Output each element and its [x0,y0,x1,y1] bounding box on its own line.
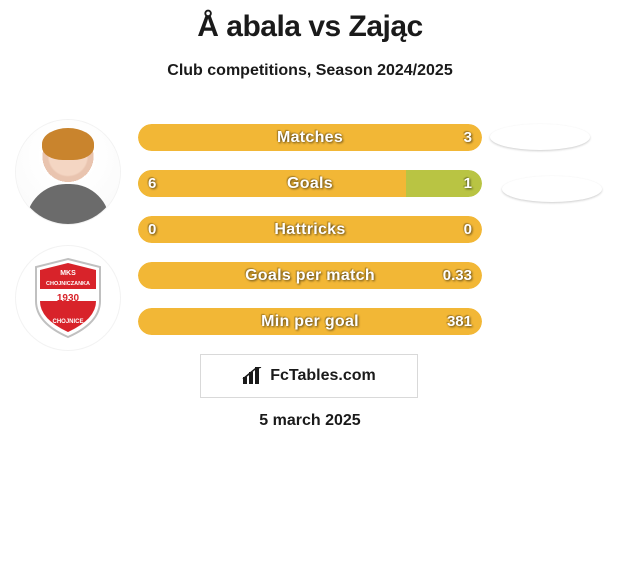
club-crest-avatar: MKS CHOJNICZANKA 1930 CHOJNICE [16,246,120,350]
player-avatar [16,120,120,224]
stat-label: Matches [138,124,482,151]
avatar-column: MKS CHOJNICZANKA 1930 CHOJNICE [8,120,128,372]
brand-text: FcTables.com [270,367,376,385]
stat-value-right: 1 [454,170,482,197]
stat-value-left: 6 [138,170,166,197]
stat-value-left: 0 [138,216,166,243]
stat-row: Min per goal381 [138,308,482,335]
page-title: Å abala vs Zając [0,0,620,44]
stat-row: Goals per match0.33 [138,262,482,289]
stat-value-right: 0.33 [433,262,482,289]
crest-text-bottom: CHOJNICE [52,319,83,325]
decorative-ellipse [502,176,602,202]
decorative-ellipse [490,124,590,150]
crest-text-year: 1930 [57,293,80,304]
stat-row: Hattricks0 0 [138,216,482,243]
comparison-infographic: Å abala vs Zając Club competitions, Seas… [0,0,620,580]
stat-value-right: 0 [454,216,482,243]
page-subtitle: Club competitions, Season 2024/2025 [0,62,620,80]
stat-label: Hattricks [138,216,482,243]
stat-row: Goals6 1 [138,170,482,197]
stat-label: Goals [138,170,482,197]
stat-value-right: 381 [437,308,482,335]
brand-box[interactable]: FcTables.com [200,354,418,398]
crest-text-mid: CHOJNICZANKA [46,281,90,287]
bar-chart-icon [242,367,264,385]
stat-row: Matches3 [138,124,482,151]
footer-date: 5 march 2025 [0,412,620,430]
stat-value-right: 3 [454,124,482,151]
crest-text-top: MKS [60,270,76,277]
stats-bars: Matches3 Goals6 1 Hattricks0 0 Goals per matc… [138,124,482,354]
club-crest: MKS CHOJNICZANKA 1930 CHOJNICE [32,257,104,339]
stat-label: Min per goal [138,308,482,335]
stat-label: Goals per match [138,262,482,289]
